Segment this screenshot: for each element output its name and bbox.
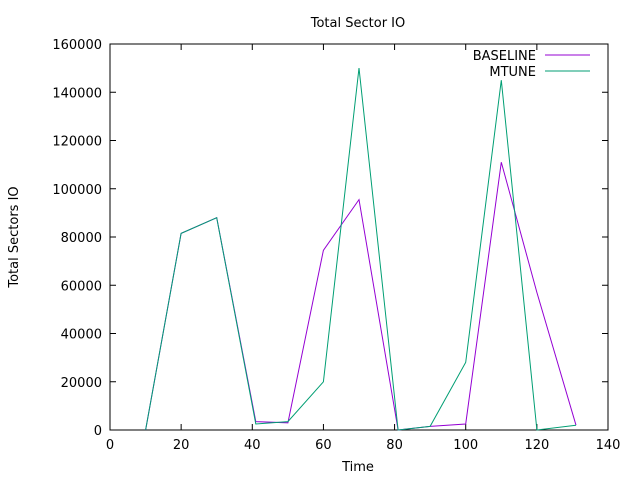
y-tick-label: 0 bbox=[94, 424, 102, 439]
x-tick-label: 140 bbox=[596, 438, 621, 453]
y-tick-label: 140000 bbox=[52, 86, 102, 101]
y-tick-label: 100000 bbox=[52, 183, 102, 198]
x-tick-label: 60 bbox=[315, 438, 332, 453]
x-tick-label: 0 bbox=[106, 438, 114, 453]
x-tick-label: 80 bbox=[386, 438, 403, 453]
legend-label-mtune: MTUNE bbox=[489, 65, 536, 80]
y-tick-label: 80000 bbox=[61, 231, 102, 246]
x-tick-label: 120 bbox=[524, 438, 549, 453]
y-tick-label: 20000 bbox=[61, 376, 102, 391]
y-axis-ticks: 0 20000 40000 60000 80000 100000 120000 140000 1… bbox=[52, 38, 608, 439]
series-line-baseline bbox=[145, 162, 577, 431]
x-tick-label: 20 bbox=[173, 438, 190, 453]
y-tick-label: 40000 bbox=[61, 328, 102, 343]
y-axis-label: Total Sectors IO bbox=[7, 186, 22, 288]
series-lines bbox=[145, 68, 577, 431]
x-axis-ticks: 0 20 40 60 80 100 120 140 bbox=[106, 44, 621, 453]
legend-label-baseline: BASELINE bbox=[473, 49, 536, 64]
chart-title: Total Sector IO bbox=[310, 16, 406, 31]
y-tick-label: 120000 bbox=[52, 135, 102, 150]
y-tick-label: 160000 bbox=[52, 38, 102, 53]
y-tick-label: 60000 bbox=[61, 279, 102, 294]
x-axis-label: Time bbox=[341, 460, 374, 475]
series-line-mtune bbox=[145, 68, 577, 431]
x-tick-label: 100 bbox=[453, 438, 478, 453]
x-tick-label: 40 bbox=[244, 438, 261, 453]
plot-frame bbox=[109, 43, 609, 431]
